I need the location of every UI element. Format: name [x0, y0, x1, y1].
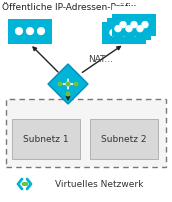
- Circle shape: [74, 83, 78, 86]
- Circle shape: [115, 26, 121, 33]
- Circle shape: [131, 22, 137, 28]
- FancyBboxPatch shape: [102, 15, 146, 45]
- FancyBboxPatch shape: [8, 11, 52, 45]
- Circle shape: [110, 31, 116, 36]
- FancyBboxPatch shape: [107, 11, 151, 19]
- Text: Öffentliche IP-Adressen-Präfix: Öffentliche IP-Adressen-Präfix: [2, 3, 136, 12]
- Text: Virtuelles Netzwerk: Virtuelles Netzwerk: [55, 180, 143, 188]
- Bar: [12, 119, 80, 159]
- Circle shape: [16, 28, 22, 35]
- Circle shape: [126, 26, 132, 33]
- Text: Subnetz 2: Subnetz 2: [101, 135, 147, 144]
- Circle shape: [25, 183, 28, 185]
- Text: Subnetz 1: Subnetz 1: [23, 135, 69, 144]
- Circle shape: [66, 93, 70, 96]
- Bar: [6, 100, 166, 167]
- Circle shape: [137, 26, 143, 33]
- FancyBboxPatch shape: [102, 15, 146, 23]
- Polygon shape: [48, 65, 88, 104]
- Circle shape: [24, 183, 26, 185]
- Circle shape: [66, 83, 70, 86]
- Circle shape: [38, 28, 44, 35]
- Text: NAT...: NAT...: [88, 55, 113, 64]
- Circle shape: [142, 22, 148, 28]
- FancyBboxPatch shape: [107, 11, 151, 41]
- Circle shape: [58, 83, 62, 86]
- FancyBboxPatch shape: [8, 11, 52, 20]
- Bar: [90, 119, 158, 159]
- Circle shape: [132, 31, 138, 36]
- Circle shape: [121, 31, 127, 36]
- Circle shape: [27, 28, 33, 35]
- FancyBboxPatch shape: [112, 7, 156, 15]
- FancyBboxPatch shape: [112, 7, 156, 37]
- Circle shape: [120, 22, 126, 28]
- Circle shape: [22, 183, 25, 185]
